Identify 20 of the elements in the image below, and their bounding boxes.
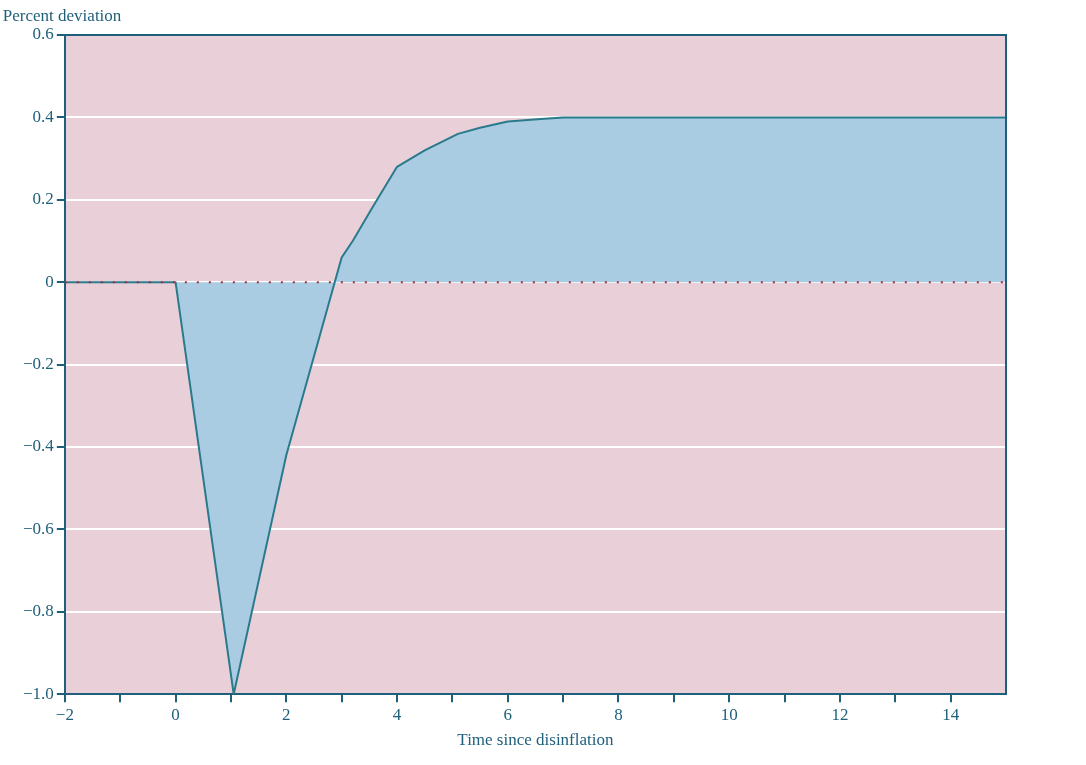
y-tick-label: −0.2: [22, 354, 54, 374]
x-tick-label: 6: [503, 704, 512, 724]
y-tick-label: −1.0: [22, 683, 54, 703]
x-tick-label: 12: [831, 704, 849, 724]
x-tick-label: 4: [392, 704, 402, 724]
x-tick-label: 10: [720, 704, 738, 724]
y-axis-title: Percent deviation: [2, 5, 122, 25]
y-tick-label: 0.2: [32, 189, 54, 209]
y-tick-label: 0.4: [32, 106, 55, 126]
x-tick-label: 2: [282, 704, 291, 724]
y-tick-label: −0.4: [22, 436, 55, 456]
y-tick-label: −0.6: [22, 518, 54, 538]
x-tick-label: 8: [614, 704, 623, 724]
x-tick-label: 14: [942, 704, 960, 724]
y-tick-label: 0.6: [32, 24, 54, 44]
x-tick-label: −2: [55, 704, 74, 724]
y-tick-label: −0.8: [22, 601, 54, 621]
x-axis-title: Time since disinflation: [457, 730, 614, 750]
x-tick-label: 0: [171, 704, 180, 724]
y-tick-label: 0: [45, 271, 54, 291]
